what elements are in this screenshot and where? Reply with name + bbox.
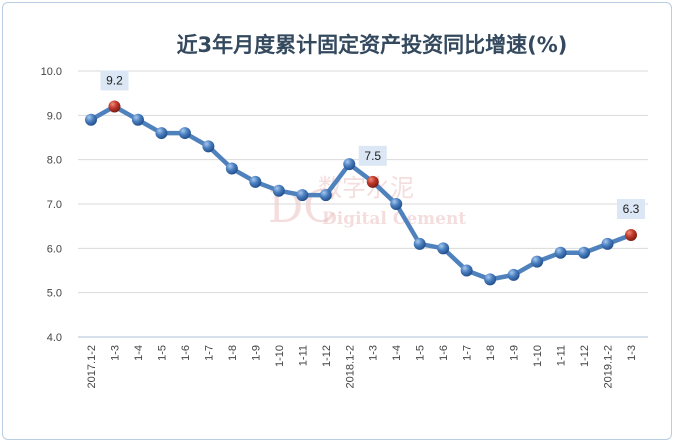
x-tick-label: 1-3 — [626, 345, 638, 361]
y-tick-label: 5.0 — [47, 288, 62, 300]
x-tick-label: 1-5 — [156, 345, 168, 361]
data-label-bg — [358, 145, 387, 166]
data-point — [343, 158, 356, 171]
x-tick-label: 1-7 — [203, 345, 215, 361]
highlight-point — [625, 229, 637, 242]
y-tick-label: 8.0 — [47, 155, 62, 167]
x-tick-label: 1-6 — [438, 345, 450, 361]
data-label: 6.3 — [623, 202, 640, 216]
x-tick-label: 2017.1-2 — [86, 345, 98, 388]
x-tick-label: 1-12 — [579, 345, 591, 367]
chart-title: 近3年月度累计固定资产投资同比增速(%) — [177, 33, 568, 57]
x-tick-label: 2019.1-2 — [603, 345, 615, 388]
x-tick-label: 1-4 — [133, 345, 145, 361]
data-point — [413, 237, 426, 250]
x-tick-label: 1-8 — [227, 345, 239, 361]
data-point — [390, 198, 403, 210]
x-tick-label: 1-10 — [274, 345, 286, 367]
data-point — [484, 273, 497, 286]
data-point — [272, 184, 285, 197]
highlight-point — [366, 175, 379, 188]
x-tick-label: 1-3 — [109, 345, 121, 361]
x-tick-label: 1-4 — [391, 345, 403, 361]
x-tick-label: 1-3 — [368, 345, 380, 361]
y-tick-label: 10.0 — [41, 66, 62, 78]
x-tick-label: 1-7 — [462, 345, 474, 361]
data-label-bg — [617, 199, 645, 220]
y-tick-label: 4.0 — [47, 332, 62, 344]
x-tick-label: 1-5 — [415, 345, 427, 361]
x-tick-label: 2018.1-2 — [344, 345, 356, 388]
data-point — [225, 162, 238, 175]
data-point — [460, 264, 473, 277]
x-tick-label: 1-11 — [297, 345, 309, 366]
data-label: 7.5 — [364, 149, 381, 163]
x-tick-label: 1-9 — [509, 345, 521, 361]
x-tick-label: 1-8 — [485, 345, 497, 361]
x-tick-label: 1-11 — [556, 345, 568, 366]
data-point — [178, 127, 191, 140]
data-point — [507, 268, 520, 281]
x-tick-label: 1-9 — [250, 345, 262, 361]
data-label: 9.2 — [106, 73, 123, 87]
data-point — [554, 246, 567, 259]
data-point — [85, 113, 97, 126]
data-point — [531, 255, 544, 268]
y-tick-label: 7.0 — [47, 199, 62, 211]
data-point — [319, 189, 332, 202]
data-point — [249, 175, 262, 188]
x-tick-label: 1-6 — [180, 345, 192, 361]
data-point — [578, 246, 591, 259]
x-tick-label: 1-12 — [321, 345, 333, 367]
watermark-en: Digital Cement — [322, 209, 466, 229]
highlight-point — [108, 100, 121, 113]
data-label-bg — [100, 70, 129, 91]
data-point — [437, 242, 450, 255]
y-tick-label: 9.0 — [47, 110, 62, 122]
data-point — [155, 127, 168, 140]
data-point — [601, 237, 614, 250]
data-point — [296, 189, 309, 202]
data-point — [202, 140, 215, 153]
y-tick-label: 6.0 — [47, 243, 62, 255]
x-tick-label: 1-10 — [532, 345, 544, 367]
data-point — [131, 113, 144, 126]
